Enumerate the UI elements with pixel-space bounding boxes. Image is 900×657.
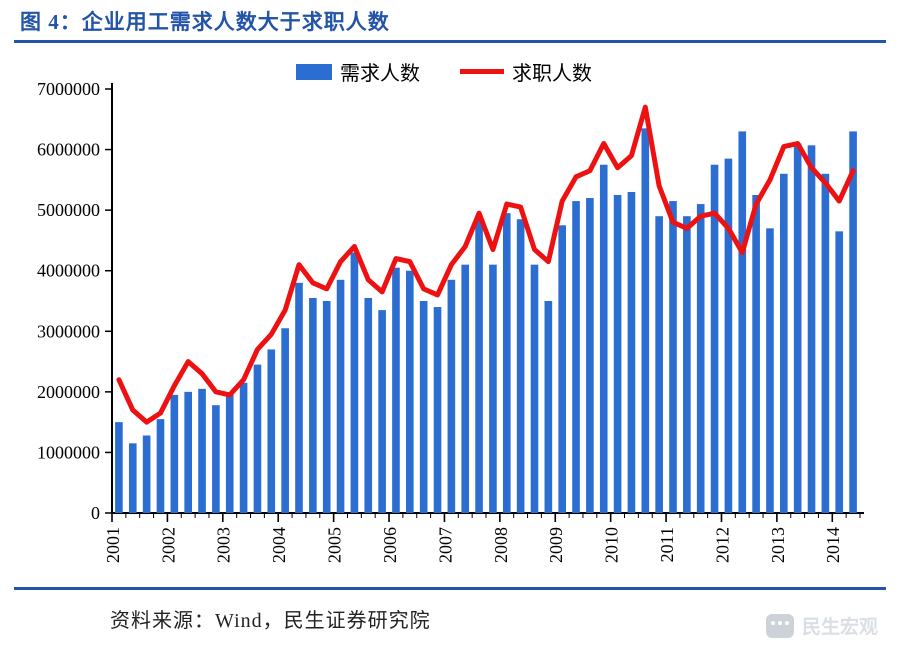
svg-text:2013: 2013 bbox=[768, 527, 788, 563]
svg-text:2009: 2009 bbox=[546, 527, 566, 563]
svg-text:2000000: 2000000 bbox=[37, 382, 100, 402]
svg-text:2006: 2006 bbox=[380, 527, 400, 563]
title-underline bbox=[14, 40, 886, 43]
svg-text:2012: 2012 bbox=[712, 527, 732, 563]
svg-text:7000000: 7000000 bbox=[37, 79, 100, 99]
svg-text:0: 0 bbox=[91, 503, 100, 523]
chart-area: 需求人数 求职人数 010000002000000300000040000005… bbox=[16, 53, 872, 583]
svg-text:1000000: 1000000 bbox=[37, 442, 100, 462]
svg-text:2007: 2007 bbox=[435, 527, 455, 563]
svg-text:2008: 2008 bbox=[491, 527, 511, 563]
svg-text:4000000: 4000000 bbox=[37, 261, 100, 281]
svg-text:5000000: 5000000 bbox=[37, 200, 100, 220]
svg-text:2001: 2001 bbox=[103, 527, 123, 563]
chart-svg: 0 1000000 2000000 3000000 4000000 5000000 6000… bbox=[16, 53, 872, 583]
bottom-rule bbox=[14, 587, 886, 590]
chart-title-bar: 图 4：企业用工需求人数大于求职人数 bbox=[0, 0, 900, 40]
svg-text:2014: 2014 bbox=[823, 527, 843, 563]
svg-text:6000000: 6000000 bbox=[37, 140, 100, 160]
svg-text:2011: 2011 bbox=[657, 527, 677, 562]
svg-text:2005: 2005 bbox=[325, 527, 345, 563]
watermark-text: 民生宏观 bbox=[802, 612, 878, 639]
chart-title: 图 4：企业用工需求人数大于求职人数 bbox=[20, 6, 390, 36]
wechat-icon bbox=[766, 614, 794, 638]
svg-text:2002: 2002 bbox=[158, 527, 178, 563]
watermark: 民生宏观 bbox=[766, 612, 878, 639]
svg-text:2004: 2004 bbox=[269, 527, 289, 563]
svg-text:2010: 2010 bbox=[602, 527, 622, 563]
svg-text:2003: 2003 bbox=[214, 527, 234, 563]
svg-text:3000000: 3000000 bbox=[37, 321, 100, 341]
